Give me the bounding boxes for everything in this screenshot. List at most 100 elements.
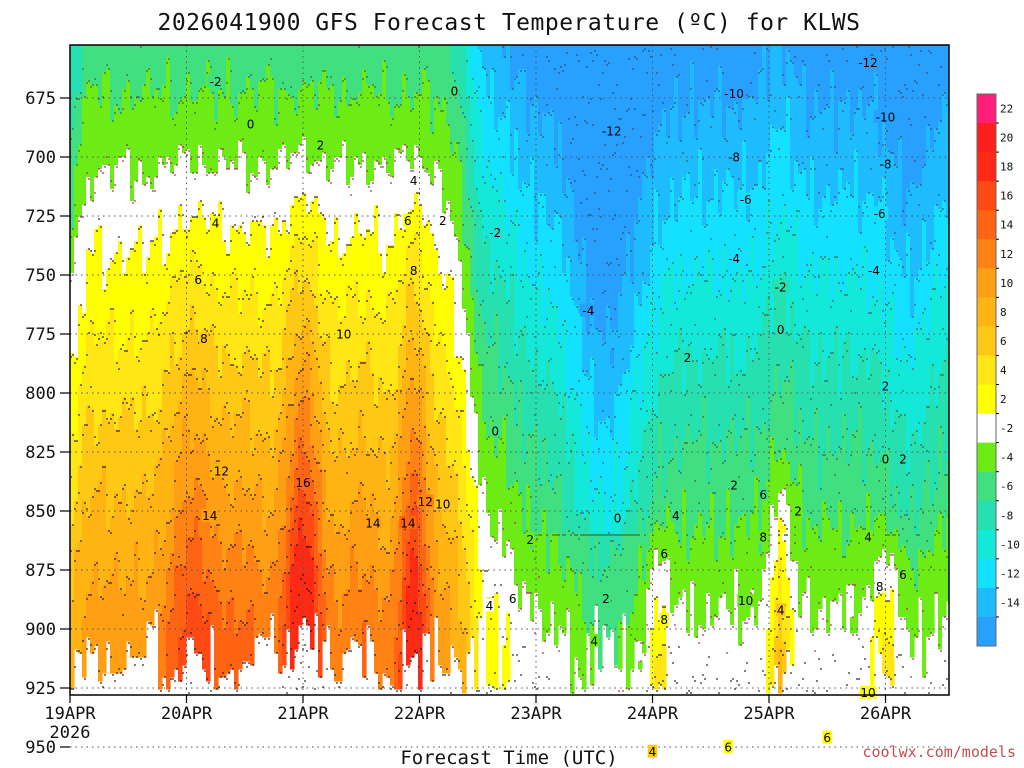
contour-segment (586, 426, 588, 428)
contour-segment (258, 474, 260, 476)
contour-segment (82, 122, 84, 124)
field-cell (702, 629, 707, 678)
field-cell (238, 313, 243, 374)
contour-segment (254, 556, 256, 558)
contour-segment (264, 308, 266, 310)
contour-segment (138, 96, 140, 98)
contour-segment (324, 550, 326, 552)
contour-segment (218, 370, 220, 372)
contour-segment (122, 402, 124, 404)
contour-segment (362, 484, 364, 486)
field-cell (114, 361, 119, 430)
contour-segment (628, 688, 630, 690)
field-cell (206, 453, 211, 510)
field-cell (650, 245, 655, 294)
contour-segment (300, 578, 302, 580)
field-cell (170, 609, 175, 678)
field-cell (250, 453, 255, 498)
contour-segment (504, 418, 506, 420)
field-cell (942, 93, 947, 202)
field-cell (202, 329, 207, 370)
contour-segment (466, 390, 468, 392)
contour-segment (330, 652, 332, 654)
contour-segment (184, 374, 186, 376)
contour-segment (306, 546, 308, 548)
contour-segment (330, 362, 332, 364)
contour-segment (198, 266, 200, 268)
contour-segment (600, 422, 602, 424)
contour-segment (356, 282, 358, 284)
contour-segment (692, 536, 694, 538)
field-cell (670, 521, 675, 614)
contour-segment (672, 178, 674, 180)
contour-segment (308, 590, 310, 592)
contour-segment (208, 570, 210, 572)
field-cell (114, 253, 119, 362)
contour-segment (470, 606, 472, 608)
field-cell (834, 325, 839, 458)
contour-segment (426, 514, 428, 516)
field-cell (366, 85, 371, 186)
field-cell (594, 533, 599, 606)
contour-segment (604, 342, 606, 344)
field-cell (858, 405, 863, 526)
field-cell (818, 541, 823, 610)
contour-segment (590, 480, 592, 482)
contour-segment (606, 576, 608, 578)
contour-segment (120, 502, 122, 504)
contour-segment (178, 102, 180, 104)
field-cell (734, 209, 739, 274)
contour-segment (326, 76, 328, 78)
contour-segment (320, 554, 322, 556)
contour-segment (506, 544, 508, 546)
contour-segment (314, 582, 316, 584)
field-cell (290, 497, 295, 530)
field-cell (206, 613, 211, 682)
contour-segment (732, 626, 734, 628)
field-cell (434, 345, 439, 422)
contour-segment (632, 480, 634, 482)
field-cell (210, 325, 215, 426)
contour-segment (332, 514, 334, 516)
contour-segment (266, 78, 268, 80)
contour-segment (682, 152, 684, 154)
contour-segment (408, 340, 410, 342)
field-cell (330, 453, 335, 514)
field-cell (610, 437, 615, 502)
contour-segment (294, 234, 296, 236)
contour-segment (622, 274, 624, 276)
field-cell (914, 45, 919, 186)
contour-segment (100, 332, 102, 334)
field-cell (322, 153, 327, 218)
contour-segment (292, 246, 294, 248)
contour-segment (752, 236, 754, 238)
contour-segment (632, 128, 634, 130)
contour-segment (582, 534, 584, 536)
contour-segment (174, 414, 176, 416)
field-cell (554, 213, 559, 306)
field-cell (302, 397, 307, 454)
contour-segment (392, 686, 394, 688)
field-cell (578, 261, 583, 314)
contour-segment (696, 256, 698, 258)
field-cell (186, 45, 191, 74)
contour-segment (396, 496, 398, 498)
field-cell (122, 89, 127, 158)
field-cell (370, 309, 375, 374)
contour-segment (216, 122, 218, 124)
field-cell (266, 45, 271, 66)
field-cell (830, 205, 835, 302)
field-cell (234, 633, 239, 690)
contour-segment (444, 288, 446, 290)
contour-segment (378, 312, 380, 314)
contour-segment (272, 514, 274, 516)
contour-segment (696, 440, 698, 442)
field-cell (426, 589, 431, 634)
contour-segment (258, 224, 260, 226)
contour-segment (210, 690, 212, 692)
contour-segment (692, 202, 694, 204)
contour-segment (572, 692, 574, 694)
contour-segment (564, 580, 566, 582)
field-cell (98, 597, 103, 682)
contour-segment (180, 680, 182, 682)
